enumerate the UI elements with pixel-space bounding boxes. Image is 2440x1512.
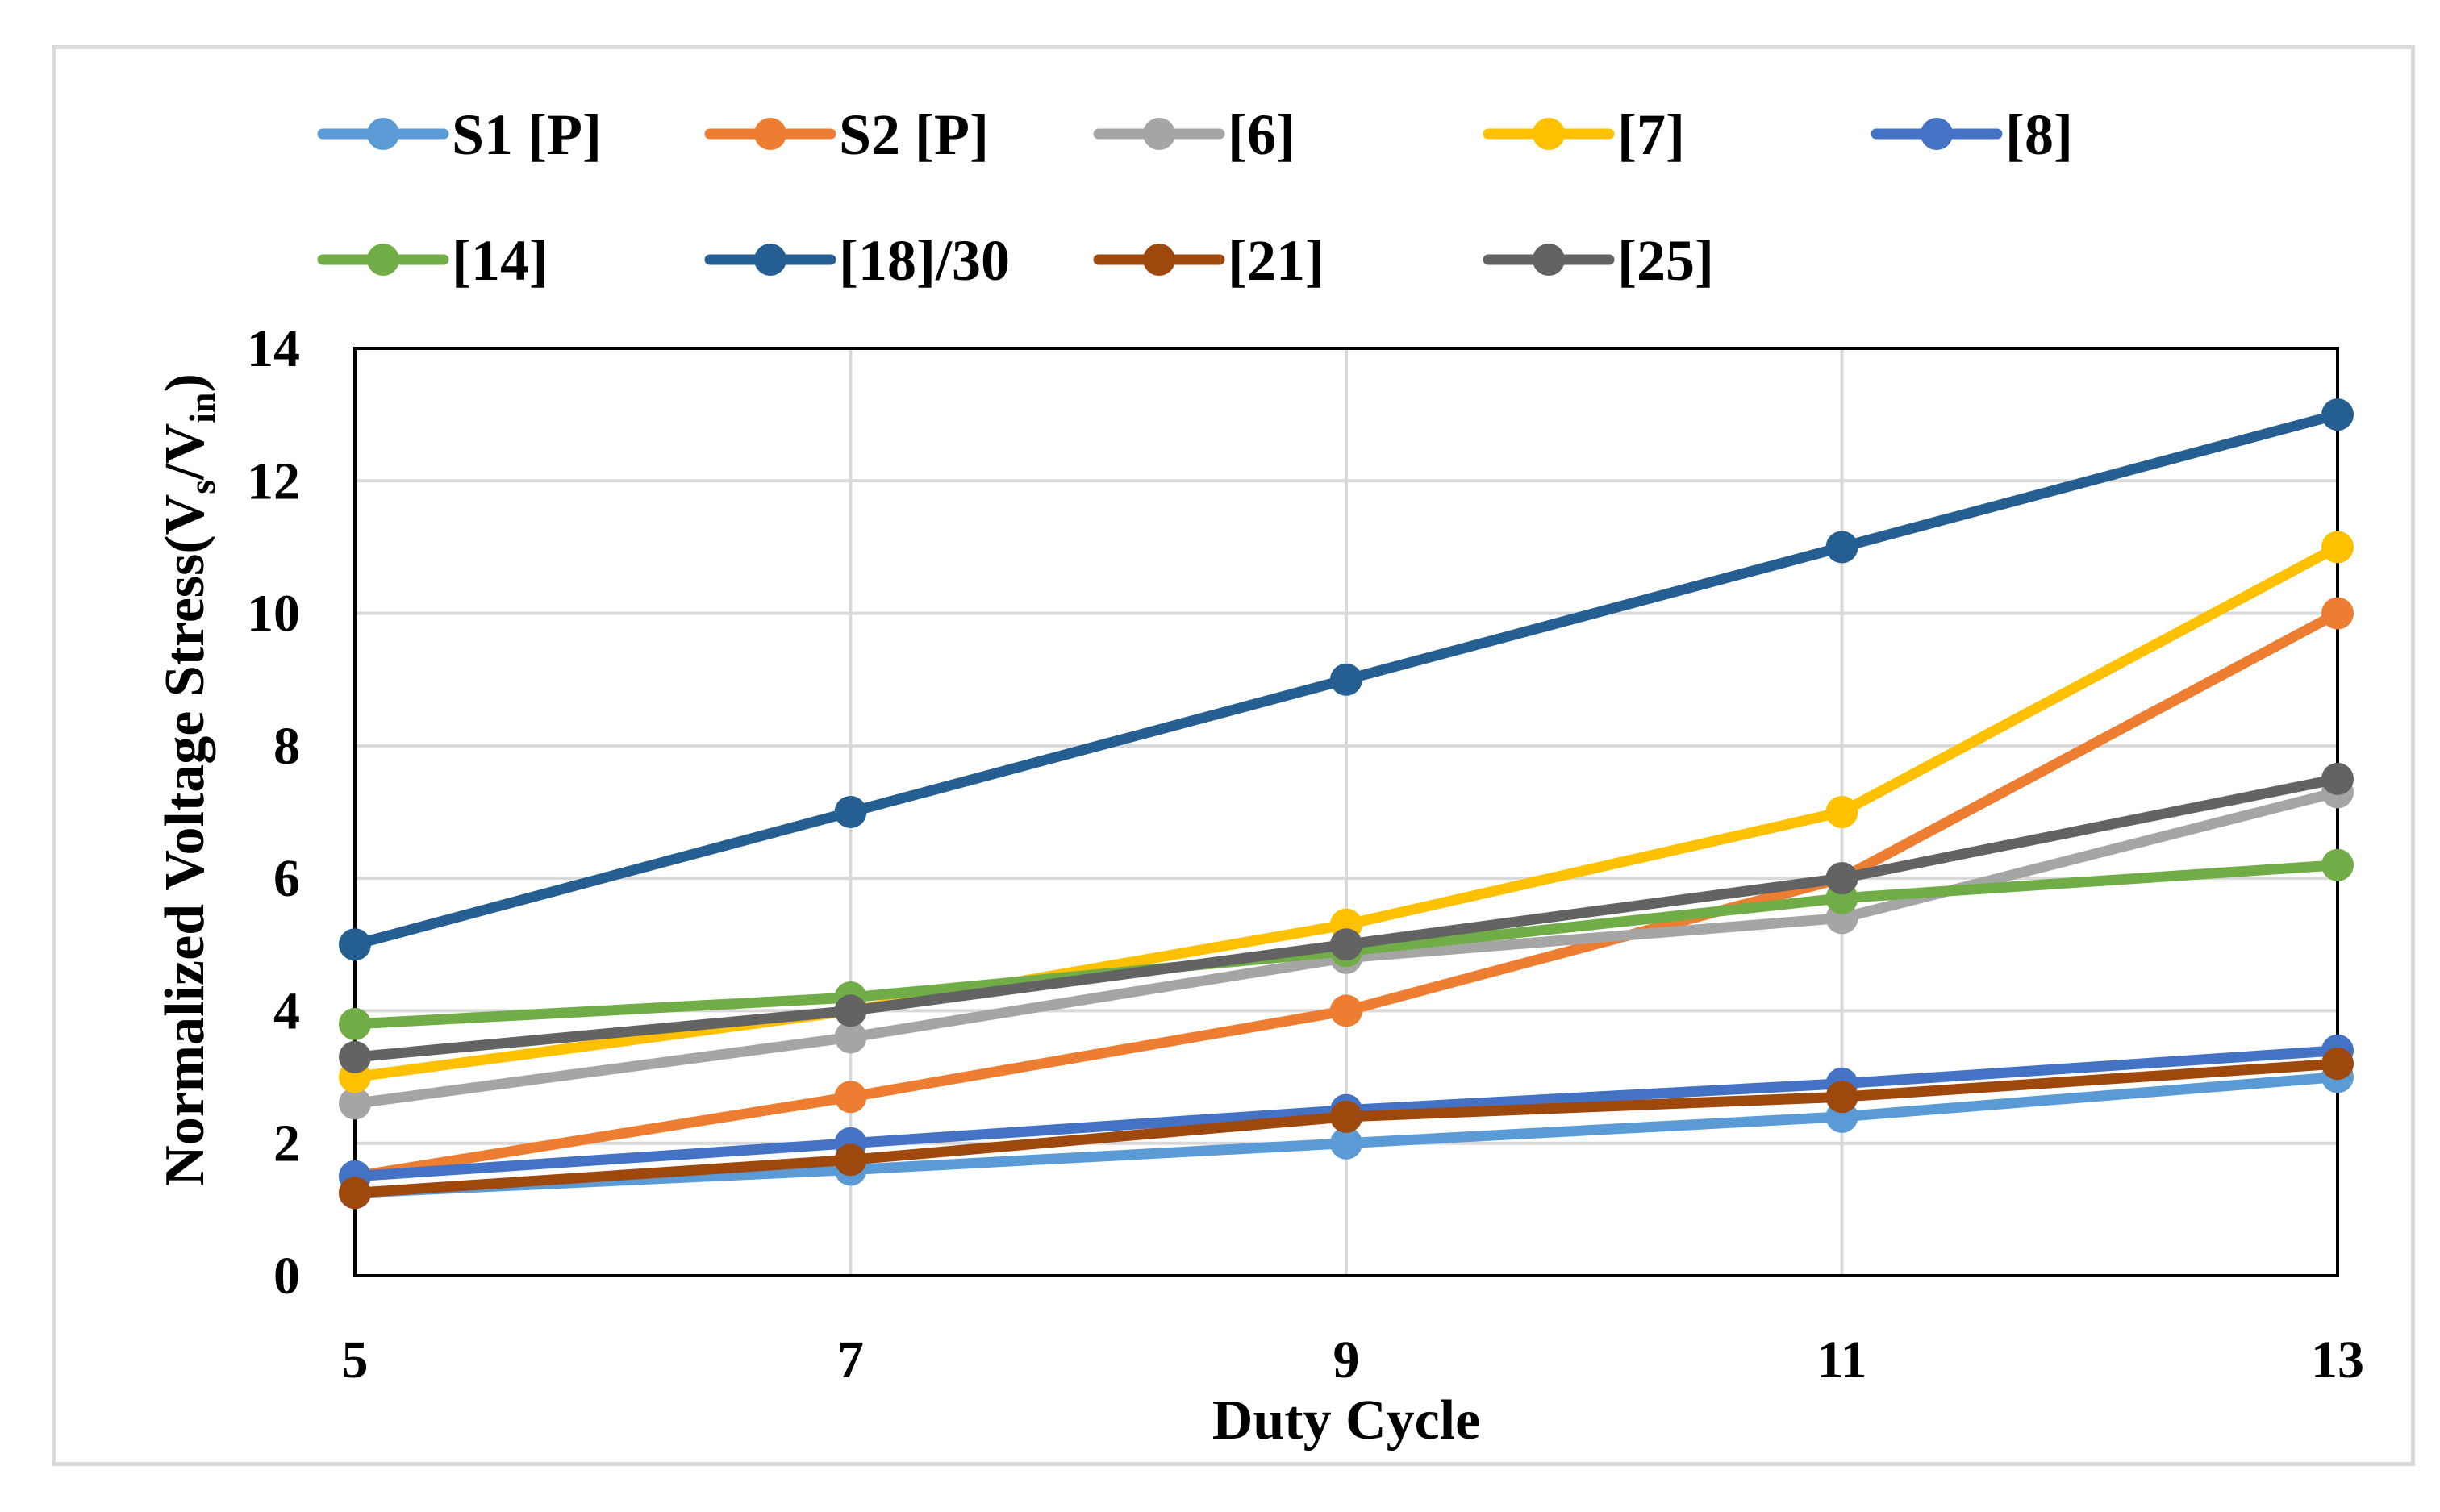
legend-label: [25] (1617, 228, 1714, 293)
legend-swatch-marker (1143, 118, 1175, 150)
y-axis-title-sub-in: in (181, 392, 223, 423)
series-8 (339, 762, 2354, 1073)
data-point (1330, 663, 1362, 696)
y-tick-label: 2 (273, 1114, 300, 1173)
data-point (834, 1021, 867, 1054)
data-point (1330, 1127, 1362, 1160)
data-point (2321, 398, 2354, 431)
data-point (1825, 862, 1858, 895)
data-point (339, 1177, 371, 1210)
legend-swatch-marker (754, 244, 786, 276)
legend-label: S1 [P] (452, 102, 602, 167)
x-tick-label: 7 (837, 1331, 864, 1389)
legend-item[interactable]: [21] (1093, 228, 1324, 293)
plot-area (353, 347, 2339, 1277)
data-point (834, 796, 867, 828)
legend-label: [14] (452, 228, 548, 293)
y-axis-title-end: ) (154, 373, 216, 392)
y-tick-label: 12 (247, 452, 300, 510)
data-point (2321, 762, 2354, 795)
legend-item[interactable]: [6] (1093, 102, 1295, 167)
y-tick-label: 4 (273, 981, 300, 1040)
data-point (1330, 994, 1362, 1027)
legend: S1 [P] S2 [P] [6] [7] [8] [14] [18]/30 [21] [25] (317, 102, 2073, 293)
legend-label: [6] (1228, 102, 1295, 167)
x-tick-label: 11 (1816, 1331, 1866, 1389)
legend-item[interactable]: [14] (317, 228, 548, 293)
legend-swatch-marker (754, 118, 786, 150)
y-tick-label: 0 (273, 1247, 300, 1306)
y-axis-title-sub-s: s (181, 480, 223, 494)
data-point (339, 1040, 371, 1073)
data-point (834, 994, 867, 1027)
data-point (1825, 1081, 1858, 1114)
legend-item[interactable]: [8] (1871, 102, 2073, 167)
legend-item[interactable]: [7] (1483, 102, 1685, 167)
legend-swatch-marker (1533, 118, 1565, 150)
y-axis-title-main: Normalized Voltage Stress(V (154, 494, 216, 1186)
y-tick-label: 6 (273, 849, 300, 908)
data-point (834, 1143, 867, 1177)
series-7 (339, 1048, 2354, 1210)
x-axis-title: Duty Cycle (1212, 1389, 1480, 1452)
series-lines (339, 398, 2354, 1210)
legend-swatch-marker (1143, 244, 1175, 276)
data-point (1330, 928, 1362, 961)
x-tick-label: 9 (1333, 1331, 1360, 1389)
series-6 (339, 398, 2354, 961)
data-point (2321, 597, 2354, 630)
data-point (834, 1081, 867, 1114)
legend-item[interactable]: [18]/30 (704, 228, 1010, 293)
legend-swatch-marker (367, 244, 399, 276)
y-tick-label: 14 (247, 319, 300, 378)
data-point (339, 1007, 371, 1040)
legend-label: S2 [P] (839, 102, 989, 167)
axis-ticks: 0 2 4 6 8 10 12 14 5 7 9 11 13 (247, 319, 2364, 1389)
legend-item[interactable]: S2 [P] (704, 102, 989, 167)
data-point (1825, 796, 1858, 828)
legend-label: [21] (1228, 228, 1324, 293)
chart-frame (52, 45, 2415, 1466)
y-tick-label: 10 (247, 585, 300, 644)
data-point (2321, 1048, 2354, 1081)
x-tick-label: 13 (2311, 1331, 2364, 1389)
data-point (339, 1087, 371, 1120)
legend-label: [18]/30 (839, 228, 1010, 293)
y-axis-title-mid: /V (154, 423, 216, 481)
legend-item[interactable]: S1 [P] (317, 102, 602, 167)
data-point (1825, 531, 1858, 564)
legend-item[interactable]: [25] (1483, 228, 1714, 293)
y-tick-label: 8 (273, 717, 300, 776)
y-axis-title: Normalized Voltage Stress(Vs/Vin) (154, 373, 223, 1186)
legend-swatch-marker (367, 118, 399, 150)
legend-label: [8] (2005, 102, 2073, 167)
legend-swatch-marker (1533, 244, 1565, 276)
legend-label: [7] (1617, 102, 1685, 167)
x-tick-label: 5 (342, 1331, 369, 1389)
data-point (2321, 848, 2354, 881)
data-point (2321, 531, 2354, 564)
legend-swatch-marker (1921, 118, 1953, 150)
data-point (1330, 1100, 1362, 1133)
data-point (339, 928, 371, 961)
